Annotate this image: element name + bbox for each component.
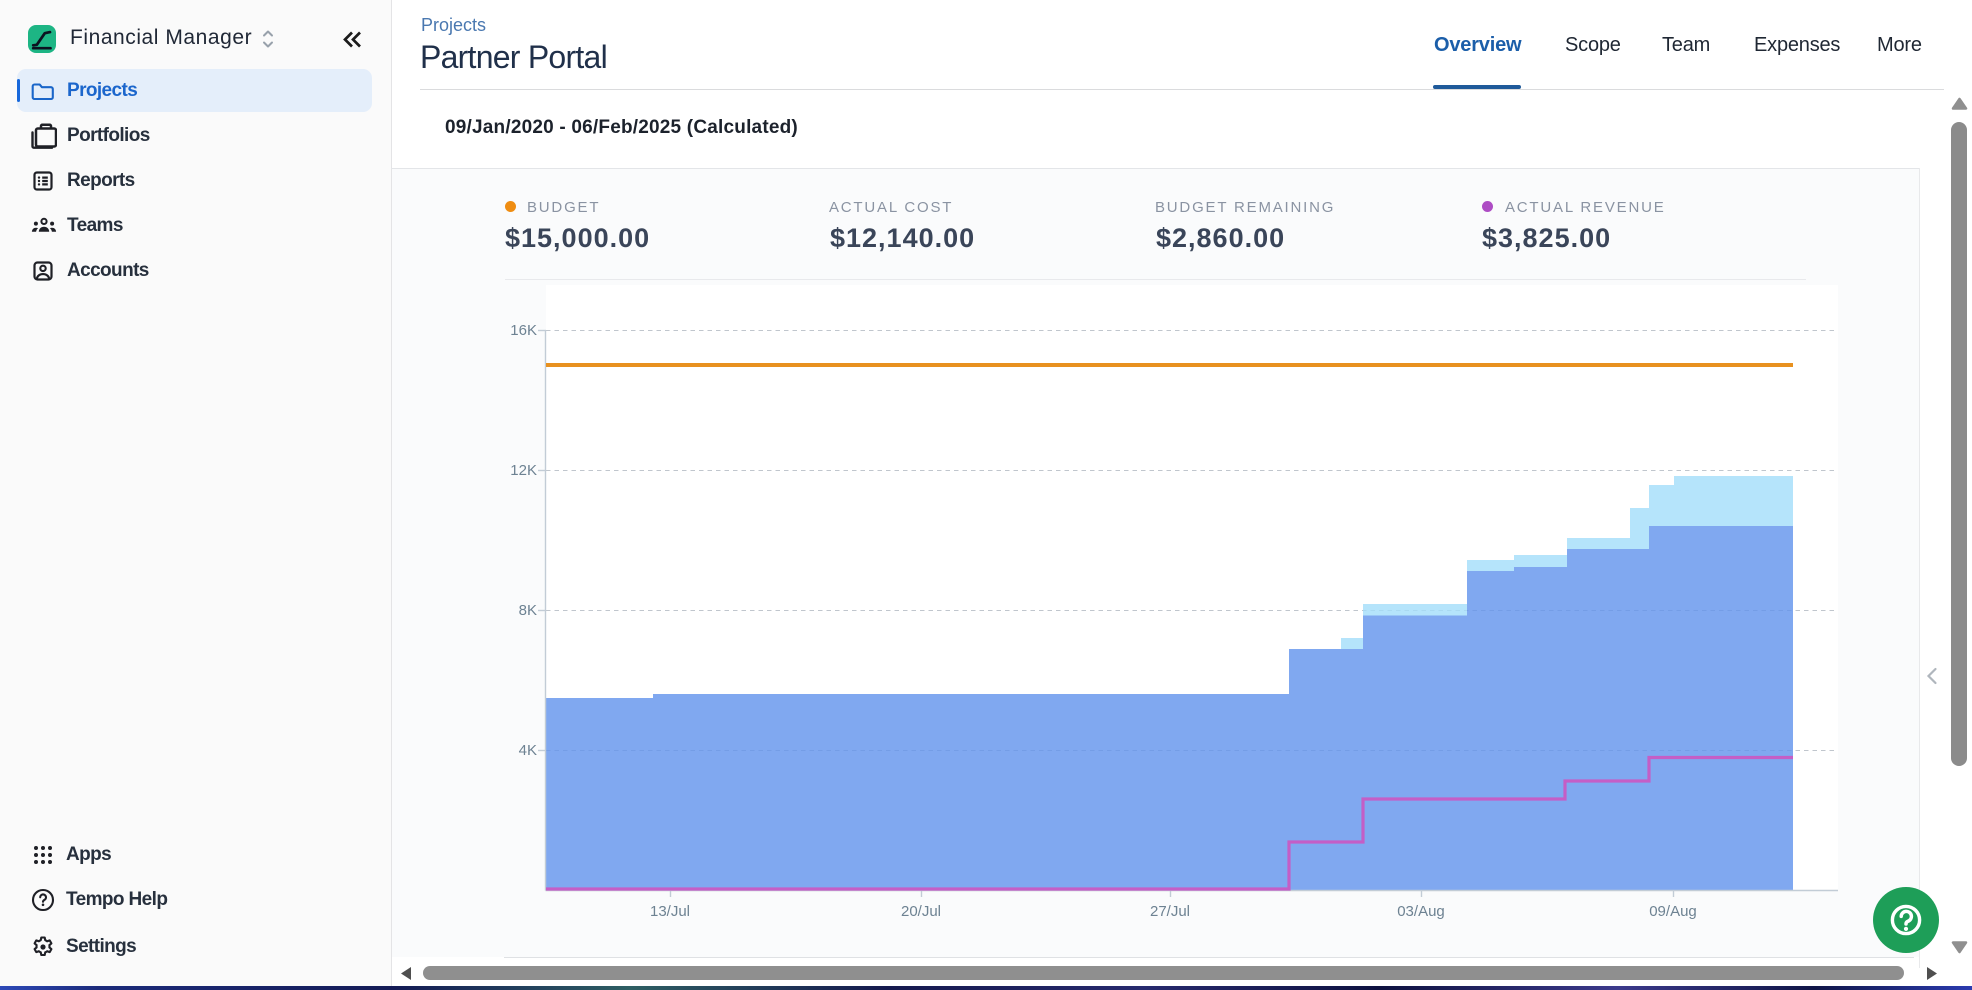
- svg-text:03/Aug: 03/Aug: [1397, 903, 1445, 920]
- svg-text:27/Jul: 27/Jul: [1150, 903, 1190, 920]
- svg-text:4K: 4K: [519, 742, 537, 759]
- svg-text:8K: 8K: [519, 602, 537, 619]
- svg-text:13/Jul: 13/Jul: [650, 903, 690, 920]
- svg-text:20/Jul: 20/Jul: [901, 903, 941, 920]
- svg-text:09/Aug: 09/Aug: [1649, 903, 1697, 920]
- svg-text:12K: 12K: [510, 462, 537, 479]
- svg-text:16K: 16K: [510, 322, 537, 339]
